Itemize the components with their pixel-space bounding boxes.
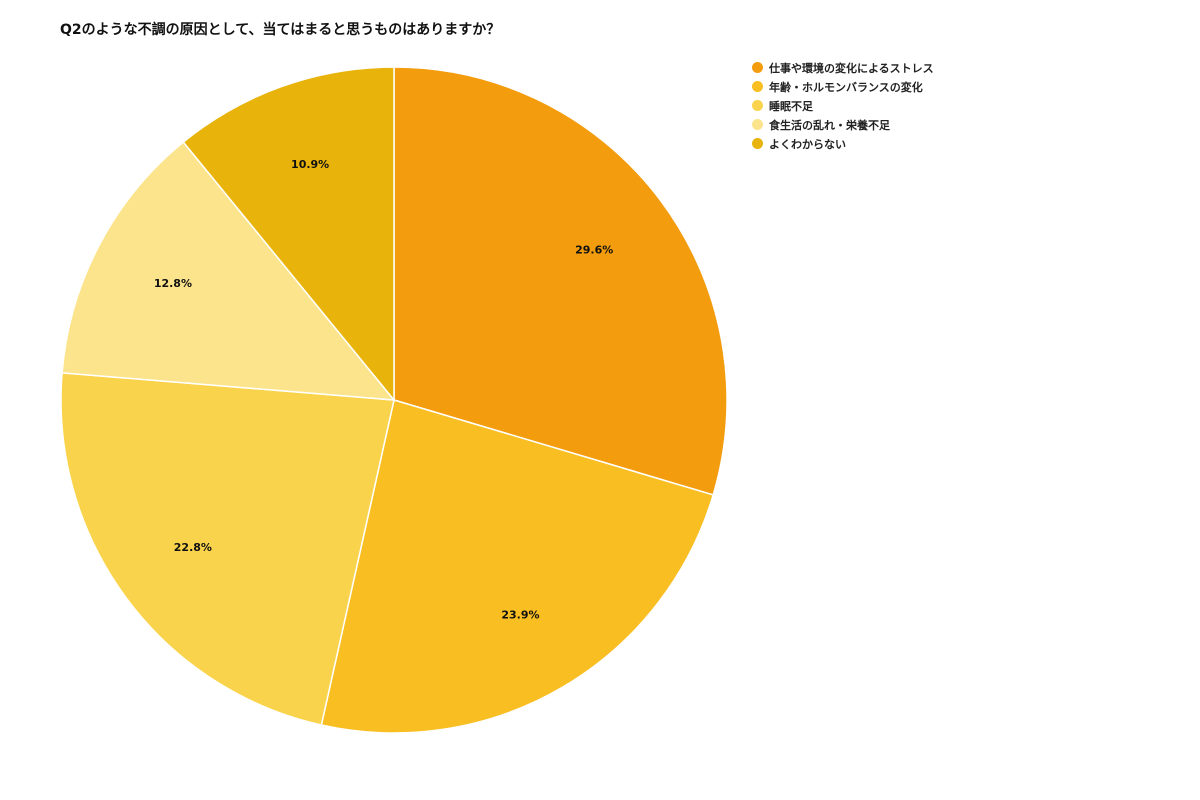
pie-slice-2 <box>320 399 715 734</box>
legend-swatch-2 <box>752 81 763 92</box>
legend-label-3: 睡眠不足 <box>769 99 813 113</box>
slice-value-label-4: 12.8% <box>154 277 192 290</box>
legend-swatch-1 <box>752 62 763 73</box>
legend-label-5: よくわからない <box>769 137 846 151</box>
pie-slices <box>60 66 728 734</box>
slice-value-label-2: 23.9% <box>501 608 539 621</box>
pie-slice-1 <box>393 66 728 496</box>
pie-slice-5 <box>182 66 395 403</box>
legend-item-3: 睡眠不足 <box>752 96 934 115</box>
chart-title: Q2のような不調の原因として、当てはまると思うものはありますか？ <box>60 22 501 38</box>
slice-value-label-3: 22.8% <box>174 541 212 554</box>
pie-slice-3 <box>60 372 395 726</box>
slice-value-label-1: 29.6% <box>575 244 613 257</box>
legend: 仕事や環境の変化によるストレス 年齢・ホルモンバランスの変化 睡眠不足食生活の乱れ・… <box>752 58 934 153</box>
pie-labels: 29.6% 23.9% 22.8% 12.8% 10.9% <box>154 158 613 622</box>
legend-item-4: 食生活の乱れ・栄養不足 <box>752 115 934 134</box>
legend-item-1: 仕事や環境の変化によるストレス <box>752 58 934 77</box>
legend-swatch-5 <box>752 138 763 149</box>
slice-value-label-5: 10.9% <box>291 158 329 171</box>
legend-label-1: 仕事や環境の変化によるストレス <box>769 61 934 75</box>
legend-swatch-4 <box>752 119 763 130</box>
legend-item-5: よくわからない <box>752 134 934 153</box>
legend-item-2: 年齢・ホルモンバランスの変化 <box>752 77 934 96</box>
pie-slice-4 <box>61 141 396 401</box>
legend-label-4: 食生活の乱れ・栄養不足 <box>769 118 890 132</box>
legend-swatch-3 <box>752 100 763 111</box>
legend-label-2: 年齢・ホルモンバランスの変化 <box>769 80 923 94</box>
